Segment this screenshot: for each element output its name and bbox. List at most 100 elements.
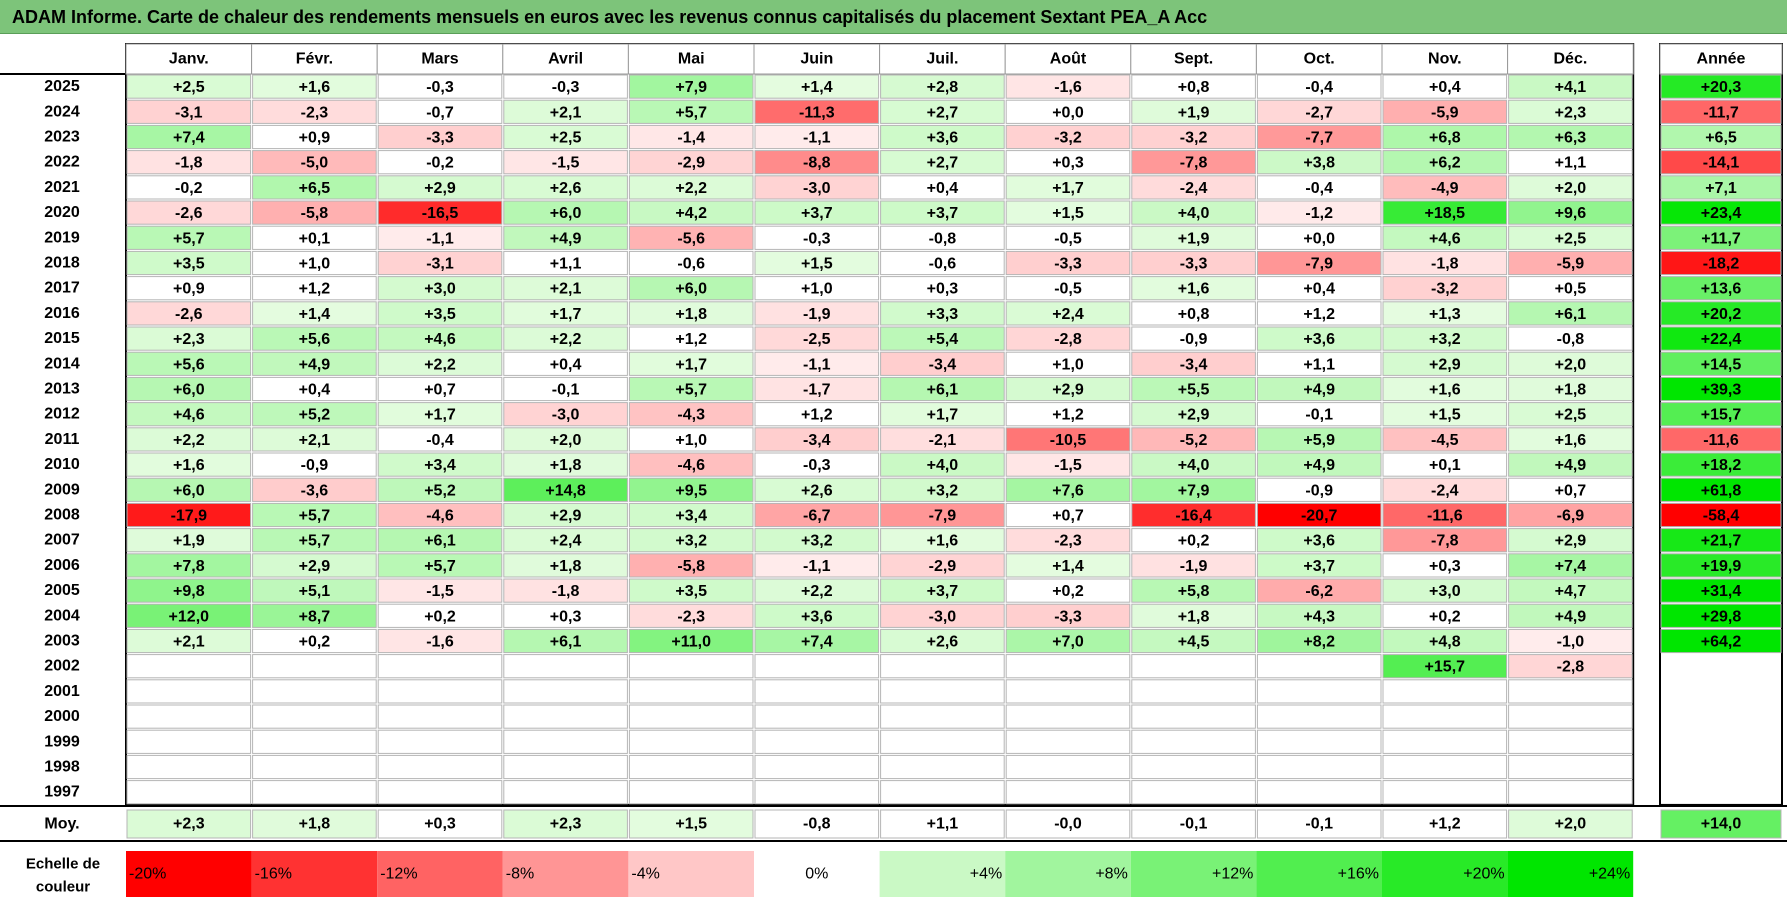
cell-value-label: -7,9 [1305, 256, 1333, 273]
cell-value-label: +0,7 [1555, 482, 1587, 499]
heatmap-cell [1508, 628, 1633, 654]
cell-value-label: +5,7 [299, 508, 331, 525]
cell-value-label: -1,5 [1054, 457, 1082, 474]
heatmap-cell [1508, 276, 1633, 301]
heatmap-cell [1382, 477, 1508, 502]
month-header-label: Mai [678, 51, 705, 68]
heatmap-cell [1131, 351, 1256, 376]
heatmap-cell [754, 376, 880, 402]
cell-value-label: +2,5 [173, 79, 205, 96]
cell-value-label: +0,3 [927, 281, 959, 298]
heatmap-cell [1131, 729, 1256, 754]
annual-cell [1660, 175, 1782, 200]
year-label: 2015 [44, 330, 80, 347]
heatmap-cell [754, 301, 880, 326]
heatmap-cell [1131, 578, 1256, 603]
heatmap-cell [1005, 528, 1131, 553]
cell-value-label: +4,9 [550, 230, 582, 247]
cell-value-label: +1,6 [1429, 382, 1461, 399]
heatmap-cell [503, 376, 628, 402]
heatmap-cell [1131, 628, 1256, 654]
heatmap-cell [1005, 780, 1131, 805]
heatmap-cell [503, 578, 628, 603]
annual-cell [1660, 402, 1782, 427]
cell-value-label: +15,7 [1425, 659, 1466, 676]
average-value-label: +2,3 [550, 816, 582, 833]
heatmap-cell [126, 351, 252, 376]
average-value-label: +2,3 [173, 816, 205, 833]
cell-value-label: +5,7 [675, 382, 707, 399]
cell-value-label: -3,3 [426, 130, 454, 147]
month-header-label: Janv. [169, 51, 209, 68]
cell-value-label: +1,4 [299, 306, 331, 323]
heatmap-cell [126, 729, 252, 754]
year-label: 2003 [44, 633, 80, 650]
heatmap-cell [754, 175, 880, 200]
month-header-cell [1004, 43, 1132, 75]
annual-cell [1660, 628, 1782, 654]
heatmap-cell [377, 528, 503, 553]
cell-value-label: -2,4 [1180, 180, 1208, 197]
cell-value-label: +3,6 [1303, 331, 1335, 348]
heatmap-cell [1005, 326, 1131, 351]
heatmap-cell [1382, 780, 1508, 805]
heatmap-cell [1508, 427, 1633, 452]
heatmap-cell [880, 301, 1005, 326]
cell-value-label: -10,5 [1050, 432, 1087, 449]
heatmap-cell [628, 578, 754, 603]
cell-value-label: +2,4 [550, 533, 582, 550]
heatmap-cell [1256, 150, 1382, 175]
heatmap-cell [880, 200, 1005, 225]
heatmap-cell [880, 452, 1005, 477]
annual-cell [1660, 74, 1782, 99]
heatmap-cell [628, 351, 754, 376]
month-header-cell [251, 43, 378, 75]
heatmap-cell [1131, 150, 1256, 175]
cell-value-label: -7,8 [1180, 155, 1208, 172]
heatmap-cell [1508, 301, 1633, 326]
year-label: 2011 [45, 431, 80, 448]
heatmap-cell [377, 553, 503, 578]
cell-value-label: +1,7 [550, 306, 582, 323]
annual-value-label: +15,7 [1701, 407, 1742, 424]
heatmap-cell [1256, 376, 1382, 402]
heatmap-cell [1508, 150, 1633, 175]
heatmap-cell [1382, 150, 1508, 175]
year-label: 2024 [44, 103, 80, 120]
heatmap-cell [503, 729, 628, 754]
cell-value-label: -0,8 [1557, 331, 1585, 348]
annual-value-label: -14,1 [1703, 155, 1740, 172]
heatmap-cell [1005, 99, 1131, 124]
heatmap-cell [1382, 427, 1508, 452]
heatmap-cell [252, 704, 377, 729]
heatmap-cell [880, 150, 1005, 175]
heatmap-cell [1256, 276, 1382, 301]
cell-value-label: -0,9 [1305, 482, 1333, 499]
annual-value-label: +13,6 [1701, 281, 1742, 298]
scale-swatch-label: -8% [506, 866, 534, 883]
heatmap-cell [880, 754, 1005, 780]
heatmap-cell [628, 603, 754, 628]
heatmap-cell [1131, 276, 1256, 301]
heatmap-cell [754, 654, 880, 679]
heatmap-cell [1256, 729, 1382, 754]
annual-value-label: +29,8 [1701, 608, 1742, 625]
heatmap-cell [1005, 502, 1131, 528]
year-label: 2020 [44, 204, 80, 221]
scale-swatch [1130, 851, 1257, 897]
heatmap-cell [628, 628, 754, 654]
cell-value-label: -3,4 [803, 432, 831, 449]
heatmap-cell [880, 124, 1005, 150]
heatmap-cell [1005, 301, 1131, 326]
cell-value-label: +2,1 [173, 634, 205, 651]
year-label: 2004 [44, 607, 80, 624]
cell-value-label: +5,6 [299, 331, 331, 348]
heatmap-cell [1508, 124, 1633, 150]
annual-cell [1660, 250, 1782, 276]
heatmap-cell [1256, 175, 1382, 200]
cell-value-label: +3,2 [801, 533, 833, 550]
cell-value-label: -1,0 [1557, 634, 1585, 651]
heatmap-cell [628, 200, 754, 225]
heatmap-cell [252, 780, 377, 805]
heatmap-cell [1382, 628, 1508, 654]
